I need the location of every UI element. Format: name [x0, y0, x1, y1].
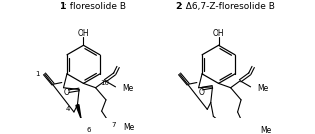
Text: Me: Me — [123, 84, 134, 93]
Text: 2: 2 — [175, 2, 181, 11]
Text: OH: OH — [78, 29, 89, 38]
Text: : floresolide B: : floresolide B — [64, 2, 126, 11]
Text: 1: 1 — [36, 71, 40, 77]
Text: 4: 4 — [66, 105, 71, 111]
Text: O: O — [199, 88, 205, 97]
Text: 1: 1 — [59, 2, 66, 11]
Text: Me: Me — [257, 84, 269, 93]
Text: OH: OH — [213, 29, 224, 38]
Text: : Δ6,7-Z-floresolide B: : Δ6,7-Z-floresolide B — [180, 2, 275, 11]
Text: O: O — [64, 88, 70, 97]
Text: Me: Me — [260, 126, 271, 134]
Polygon shape — [76, 105, 81, 118]
Text: Me: Me — [123, 123, 135, 132]
Text: 6: 6 — [86, 127, 91, 133]
Text: 10: 10 — [100, 79, 109, 85]
Text: 7: 7 — [112, 122, 116, 128]
